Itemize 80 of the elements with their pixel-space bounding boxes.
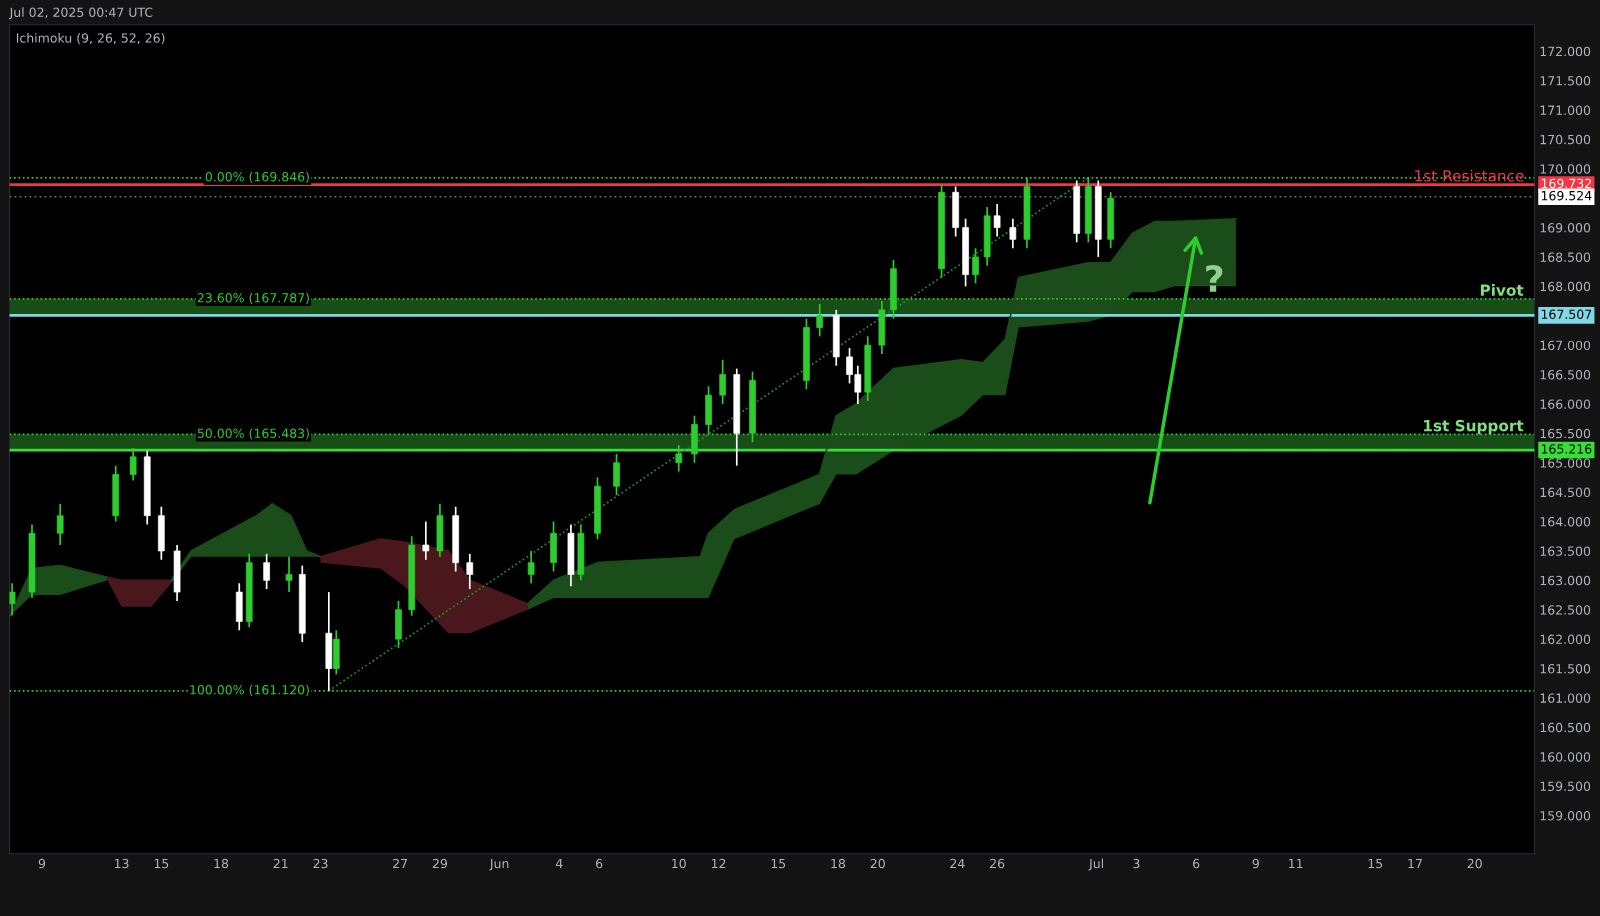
y-tick-label: 160.000 bbox=[1540, 752, 1591, 762]
candlestick bbox=[613, 453, 620, 496]
x-tick-label: 9 bbox=[1252, 858, 1259, 869]
candlestick bbox=[816, 303, 824, 338]
text: Jul 02, 2025 00:47 UTC bbox=[8, 7, 153, 20]
candlestick bbox=[466, 553, 474, 590]
ref-line-label: 50.00% (165.483) bbox=[197, 428, 309, 440]
candlestick bbox=[422, 520, 430, 561]
x-tick-label: 3 bbox=[1133, 858, 1140, 869]
y-tick-label: 163.500 bbox=[1540, 546, 1591, 556]
x-tick-label: 18 bbox=[831, 858, 846, 869]
band-label: Pivot bbox=[1480, 284, 1524, 296]
ref-line-label: 0.00% (169.846) bbox=[205, 171, 309, 183]
y-tick-label: 171.000 bbox=[1540, 105, 1591, 115]
x-tick-label: 27 bbox=[393, 858, 408, 869]
candlestick bbox=[675, 444, 683, 473]
y-tick-label: 168.500 bbox=[1540, 252, 1591, 262]
y-tick-label: 168.000 bbox=[1540, 281, 1591, 292]
x-tick-label: 9 bbox=[38, 858, 46, 869]
x-tick-label: 10 bbox=[672, 858, 686, 869]
x-tick-label: 4 bbox=[555, 858, 563, 869]
x-tick-label: 6 bbox=[596, 858, 603, 869]
x-tick-label: 21 bbox=[273, 858, 288, 869]
x-tick-label: 23 bbox=[313, 858, 328, 869]
x-tick-label: 24 bbox=[950, 858, 965, 869]
candlestick bbox=[9, 582, 16, 617]
x-tick-label: 18 bbox=[214, 858, 229, 869]
x-tick-label: 11 bbox=[1289, 858, 1303, 869]
y-tick-label: 164.000 bbox=[1540, 517, 1591, 527]
y-tick-label: 161.500 bbox=[1540, 663, 1591, 674]
y-tick-label: 161.000 bbox=[1540, 693, 1591, 703]
annotation: ? bbox=[1206, 264, 1223, 292]
x-tick-label: 20 bbox=[870, 858, 885, 869]
x-tick-label: Jul bbox=[1088, 858, 1103, 871]
x-tick-label: 15 bbox=[1368, 858, 1383, 869]
ref-line-label: 165.216 bbox=[1541, 444, 1592, 454]
y-tick-label: 167.000 bbox=[1540, 340, 1591, 351]
x-tick-label: Jun bbox=[489, 858, 509, 871]
y-tick-label: 170.500 bbox=[1540, 134, 1591, 145]
y-tick-label: 166.500 bbox=[1540, 370, 1591, 380]
annotation: 1st Resistance bbox=[1415, 169, 1524, 182]
y-tick-label: 165.500 bbox=[1540, 428, 1591, 439]
ref-line-label: 167.507 bbox=[1541, 309, 1592, 319]
candlestick bbox=[263, 553, 270, 590]
x-tick-label: 29 bbox=[432, 858, 447, 869]
candlestick bbox=[285, 555, 293, 593]
y-tick-label: 169.000 bbox=[1540, 223, 1591, 233]
y-tick-label: 162.000 bbox=[1540, 634, 1591, 645]
band-label: 1st Support bbox=[1424, 419, 1524, 435]
x-tick-label: 20 bbox=[1467, 858, 1482, 869]
candlestick bbox=[56, 503, 64, 546]
annotation: Ichimoku (9, 26, 52, 26) bbox=[16, 33, 165, 45]
y-tick-label: 162.500 bbox=[1540, 605, 1591, 615]
x-tick-label: 26 bbox=[990, 858, 1005, 869]
ref-line-label: 100.00% (161.120) bbox=[190, 684, 309, 696]
y-tick-label: 160.500 bbox=[1540, 722, 1591, 733]
candlestick bbox=[129, 447, 137, 482]
y-tick-label: 165.000 bbox=[1540, 458, 1591, 468]
y-tick-label: 159.500 bbox=[1540, 781, 1591, 792]
x-tick-label: 15 bbox=[154, 858, 169, 869]
y-tick-label: 164.500 bbox=[1540, 487, 1591, 498]
x-tick-label: 6 bbox=[1193, 858, 1200, 869]
ref-line-label: 23.60% (167.787) bbox=[197, 292, 309, 304]
y-tick-label: 163.000 bbox=[1540, 575, 1591, 586]
candlestick bbox=[1009, 217, 1017, 249]
candlestick bbox=[993, 203, 1001, 238]
candlestick bbox=[527, 550, 535, 585]
x-tick-label: 13 bbox=[114, 858, 129, 869]
candlestick bbox=[972, 247, 979, 285]
ref-line-label: 169.732 bbox=[1541, 178, 1591, 189]
y-tick-label: 171.500 bbox=[1540, 76, 1591, 86]
x-tick-label: 12 bbox=[711, 858, 726, 869]
y-tick-label: 159.000 bbox=[1540, 810, 1591, 821]
x-tick-label: 17 bbox=[1408, 858, 1422, 869]
y-tick-label: 172.000 bbox=[1540, 46, 1591, 57]
y-tick-label: 166.000 bbox=[1540, 399, 1591, 409]
ref-line-label: 169.524 bbox=[1541, 190, 1592, 201]
y-tick-label: 170.000 bbox=[1540, 164, 1591, 174]
x-tick-label: 15 bbox=[771, 858, 786, 869]
candlestick bbox=[719, 359, 726, 405]
